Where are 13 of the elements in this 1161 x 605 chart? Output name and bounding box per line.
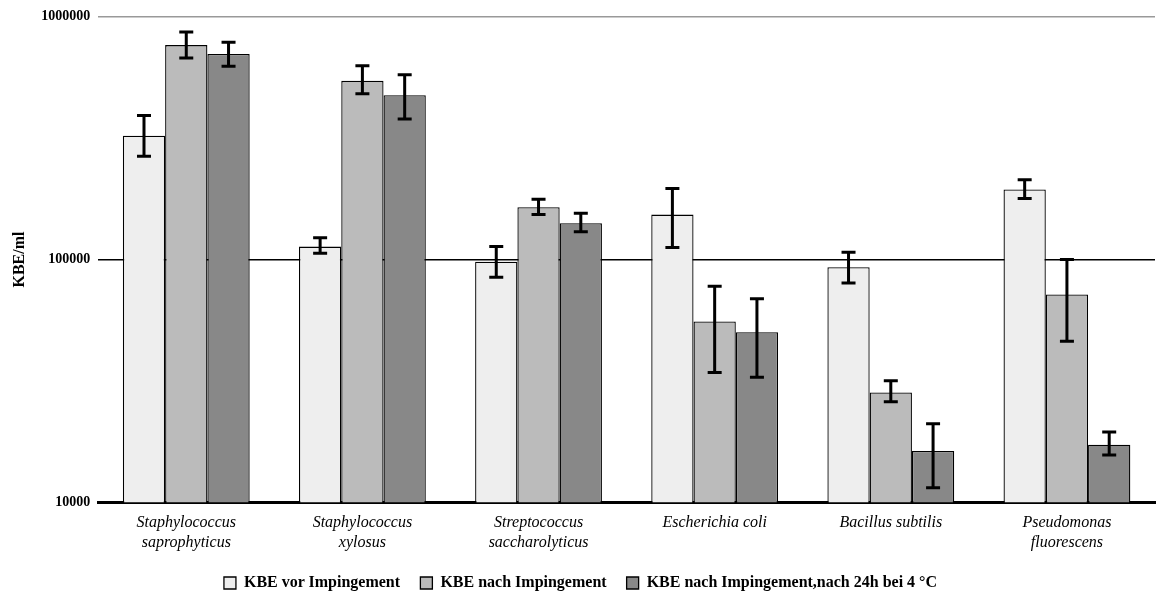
x-tick-label: Escherichia coli xyxy=(661,513,767,531)
x-tick-label: Staphylococcus saprophyticus xyxy=(136,513,237,551)
legend-label: KBE nach Impingement xyxy=(440,573,608,592)
x-tick-label: Streptococcus saccharolyticus xyxy=(488,513,589,551)
legend-label: KBE vor Impingement xyxy=(243,573,401,592)
legend-label: KBE nach Impingement,nach 24h bei 4 °C xyxy=(646,573,938,592)
y-tick-label: 100000 xyxy=(48,251,91,267)
y-axis-title: KBE/ml xyxy=(9,230,27,288)
x-tick-label: Pseudomonas fluorescens xyxy=(1021,513,1112,551)
y-tick-label: 1000000 xyxy=(41,8,91,24)
y-tick-label: 10000 xyxy=(55,494,91,510)
x-tick-label: Bacillus subtilis xyxy=(839,513,943,531)
x-tick-label: Staphylococcus xylosus xyxy=(312,513,413,551)
